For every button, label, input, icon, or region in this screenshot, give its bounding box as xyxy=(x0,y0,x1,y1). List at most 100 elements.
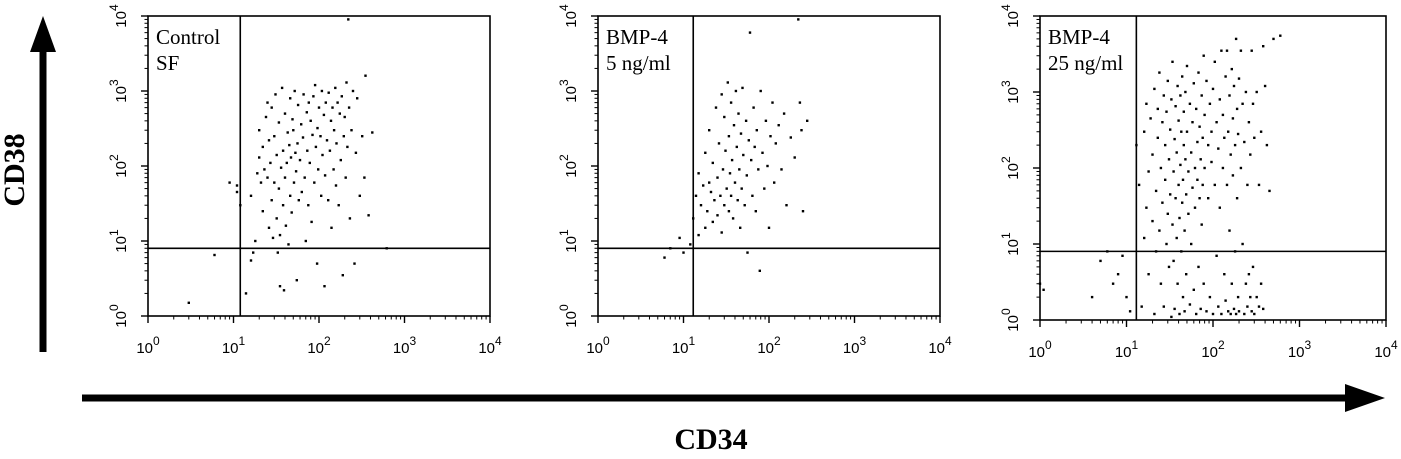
data-point xyxy=(806,119,809,122)
data-point xyxy=(1164,178,1167,181)
data-point xyxy=(1259,282,1263,285)
data-point xyxy=(1042,288,1045,291)
data-point xyxy=(1156,136,1159,139)
data-point xyxy=(1090,295,1094,299)
x-tick-label: 100 xyxy=(136,334,160,357)
data-point xyxy=(280,86,284,90)
data-point xyxy=(725,187,728,190)
data-point xyxy=(748,31,752,34)
data-point xyxy=(1173,307,1176,311)
data-point xyxy=(1265,143,1269,147)
data-point xyxy=(254,239,257,243)
data-point xyxy=(1232,307,1236,311)
data-point xyxy=(1227,130,1230,133)
scatter-points xyxy=(663,18,809,272)
data-point xyxy=(1239,49,1243,52)
data-point xyxy=(263,168,266,171)
data-point xyxy=(1188,303,1192,306)
data-point xyxy=(730,158,734,162)
data-point xyxy=(697,233,700,237)
data-point xyxy=(337,204,340,207)
data-point xyxy=(1262,45,1265,48)
data-point xyxy=(739,226,742,229)
data-point xyxy=(1221,166,1225,170)
data-point xyxy=(769,135,772,138)
data-point xyxy=(1243,312,1246,316)
data-point xyxy=(1185,130,1189,133)
data-point xyxy=(358,194,361,197)
x-axis-arrow xyxy=(82,384,1385,412)
data-point xyxy=(1177,119,1180,122)
data-point xyxy=(797,18,800,21)
data-point xyxy=(1236,295,1240,299)
data-point xyxy=(750,158,753,162)
data-point xyxy=(1200,223,1203,226)
data-point xyxy=(1262,307,1265,311)
data-point xyxy=(1179,94,1182,97)
data-point xyxy=(726,81,729,84)
data-point xyxy=(1161,201,1164,204)
x-tick-label: 103 xyxy=(843,334,867,357)
data-point xyxy=(1198,197,1201,200)
data-point xyxy=(1259,130,1263,133)
y-tick-label: 100 xyxy=(107,304,130,328)
data-point xyxy=(716,214,719,217)
data-point xyxy=(1178,312,1181,316)
data-point xyxy=(1211,312,1215,316)
data-point xyxy=(1159,166,1163,170)
data-point xyxy=(1223,273,1226,276)
data-point xyxy=(1231,117,1235,120)
data-point xyxy=(289,194,292,197)
data-point xyxy=(1255,90,1258,94)
data-point xyxy=(347,106,351,109)
data-point xyxy=(1234,312,1238,316)
data-point xyxy=(771,101,774,104)
data-point xyxy=(1181,75,1184,78)
data-point xyxy=(1149,117,1152,120)
data-point xyxy=(1224,299,1227,302)
data-point xyxy=(1147,170,1150,173)
data-point xyxy=(1176,84,1179,88)
data-point xyxy=(1227,310,1230,313)
data-point xyxy=(759,89,762,93)
data-point xyxy=(1215,121,1218,124)
data-point xyxy=(249,194,253,197)
data-point xyxy=(663,256,666,259)
data-point xyxy=(258,129,261,132)
data-point xyxy=(1217,147,1220,150)
data-point xyxy=(361,135,364,138)
data-point xyxy=(719,194,722,197)
data-point xyxy=(1231,174,1235,177)
data-point xyxy=(1191,186,1194,189)
data-point xyxy=(708,181,711,184)
y-tick-label: 104 xyxy=(557,4,580,28)
panel-label-line: BMP-4 xyxy=(606,25,668,49)
data-point xyxy=(1279,34,1282,37)
data-point xyxy=(1224,75,1227,78)
data-point xyxy=(711,161,714,165)
data-point xyxy=(300,190,303,194)
data-point xyxy=(1162,305,1165,308)
data-point xyxy=(279,166,283,169)
data-point xyxy=(1253,312,1256,316)
data-point xyxy=(1106,250,1109,253)
data-point xyxy=(1251,265,1255,269)
data-point xyxy=(1180,130,1183,133)
data-point xyxy=(1167,265,1171,269)
data-point xyxy=(284,224,288,227)
data-point xyxy=(1143,236,1146,240)
data-point xyxy=(1169,128,1172,131)
data-point xyxy=(782,112,786,115)
data-point xyxy=(1203,166,1206,170)
data-point xyxy=(256,172,259,175)
data-point xyxy=(307,101,310,104)
data-point xyxy=(731,217,735,220)
data-point xyxy=(1171,223,1174,226)
data-point xyxy=(706,210,709,213)
data-point xyxy=(1251,102,1255,105)
data-point xyxy=(1197,71,1200,74)
data-point xyxy=(1165,110,1168,113)
data-point xyxy=(1247,273,1251,276)
